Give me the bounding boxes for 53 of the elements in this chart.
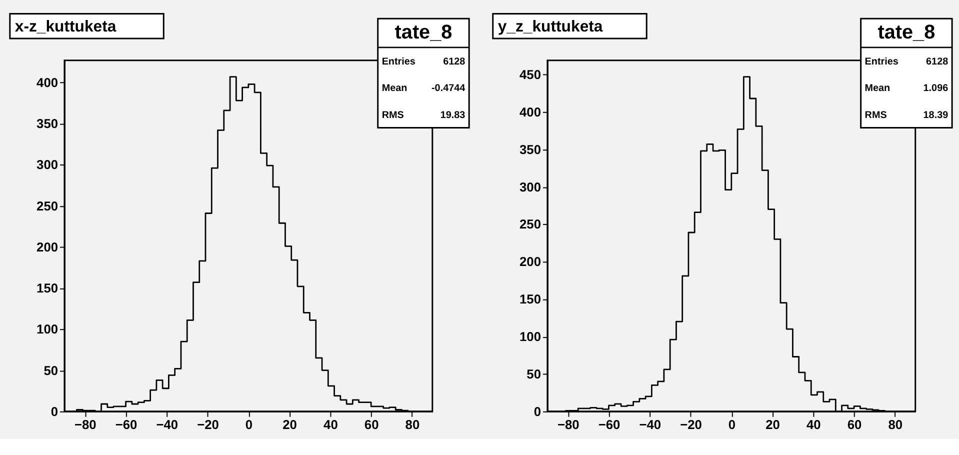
y-tick-label: 250 [520,216,541,232]
annotation: RMS [382,110,404,121]
x-tick-label: 0 [728,416,736,432]
x-tick-label: 60 [364,416,379,432]
y-tick-label: 0 [50,404,58,419]
y-tick-label: 200 [520,254,541,270]
annotation: Entries [864,56,899,68]
y-tick-label: 450 [520,67,541,82]
text: 6128 [926,56,949,68]
x-tick-label: 80 [405,416,420,432]
annotation: Mean [864,83,890,94]
y-tick-label: 50 [44,362,58,378]
x-tick-label: −60 [598,416,620,432]
y-tick-label: 100 [520,329,541,344]
annotation: RMS [864,110,888,121]
x-tick-label: 20 [282,416,297,432]
annotation: Mean [382,83,408,94]
text: 19.83 [440,110,466,121]
text: tate_8 [394,22,452,44]
x-tick-label: 40 [806,416,821,432]
y-tick-label: 350 [520,142,541,157]
x-tick-label: −60 [115,416,138,432]
x-tick-label: −80 [74,416,96,432]
y-tick-label: 400 [520,104,541,120]
y-tick-label: 250 [36,198,58,214]
x-tick-label: 0 [245,416,253,432]
x-tick-label: 80 [888,416,903,432]
x-tick-label: −20 [680,416,702,432]
x-tick-label: −40 [639,416,662,432]
x-tick-label: 20 [766,416,780,432]
text: tate_8 [878,22,936,44]
text: 1.096 [923,83,949,94]
chart-title: x-z_kuttuketa [14,18,116,36]
y-tick-label: 300 [36,157,58,172]
y-tick-label: 150 [36,280,58,296]
x-tick-label: 40 [324,416,338,432]
x-tick-label: −40 [156,416,178,432]
x-tick-label: −20 [197,416,219,432]
text: 18.39 [923,110,949,121]
y-tick-label: 300 [520,179,541,194]
x-tick-label: 60 [847,416,862,432]
y-tick-label: 100 [36,322,58,337]
x-tick-label: −80 [557,416,580,432]
y-tick-label: 0 [534,404,541,419]
annotation: -0.4744 [432,83,466,94]
y-tick-label: 200 [36,239,58,254]
y-tick-label: 350 [36,116,58,132]
chart-title: y_z_kuttuketa [498,18,603,36]
y-tick-label: 400 [36,74,58,90]
y-tick-label: 150 [520,292,541,307]
y-tick-label: 50 [526,366,541,382]
text: 6128 [443,56,466,68]
annotation: Entries [382,56,416,68]
